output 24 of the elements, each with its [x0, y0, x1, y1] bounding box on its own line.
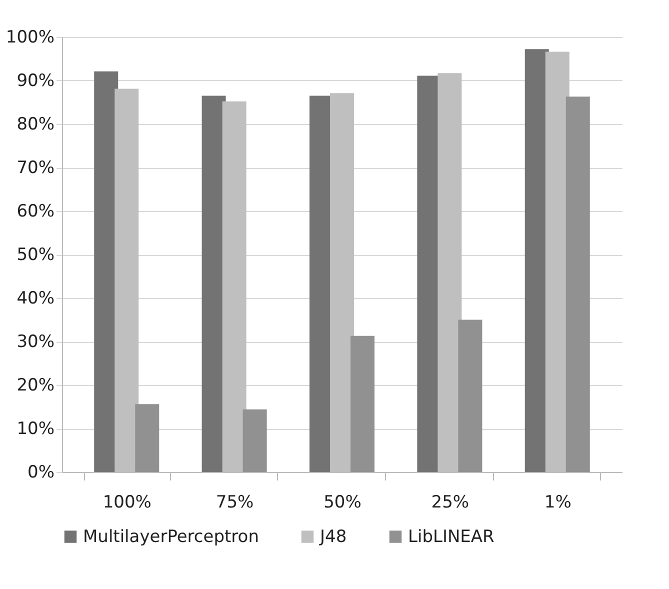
- legend-label: J48: [319, 526, 347, 547]
- bar: [458, 320, 482, 472]
- bar: [350, 336, 375, 472]
- x-tick-label: 50%: [324, 492, 362, 512]
- x-tick-label: 25%: [431, 492, 470, 512]
- x-tick-label: 75%: [216, 492, 254, 512]
- y-tick-label: 90%: [16, 71, 54, 91]
- y-tick-label: 50%: [16, 245, 54, 265]
- bar: [242, 409, 267, 472]
- y-tick-label: 60%: [16, 202, 54, 222]
- legend-label: MultilayerPerceptron: [83, 526, 259, 547]
- y-tick-label: 100%: [6, 28, 54, 48]
- y-tick-label: 10%: [16, 419, 54, 439]
- legend-label: LibLINEAR: [408, 526, 495, 547]
- y-tick-label: 80%: [16, 114, 54, 134]
- x-tick-label: 100%: [102, 492, 152, 512]
- bar: [135, 404, 160, 472]
- bar: [566, 96, 590, 472]
- y-tick-label: 20%: [16, 376, 54, 396]
- x-tick-label: 1%: [544, 492, 572, 512]
- y-tick-label: 40%: [16, 288, 54, 308]
- y-tick-label: 0%: [28, 462, 54, 482]
- y-tick-label: 30%: [16, 332, 54, 352]
- y-tick-label: 70%: [16, 158, 54, 178]
